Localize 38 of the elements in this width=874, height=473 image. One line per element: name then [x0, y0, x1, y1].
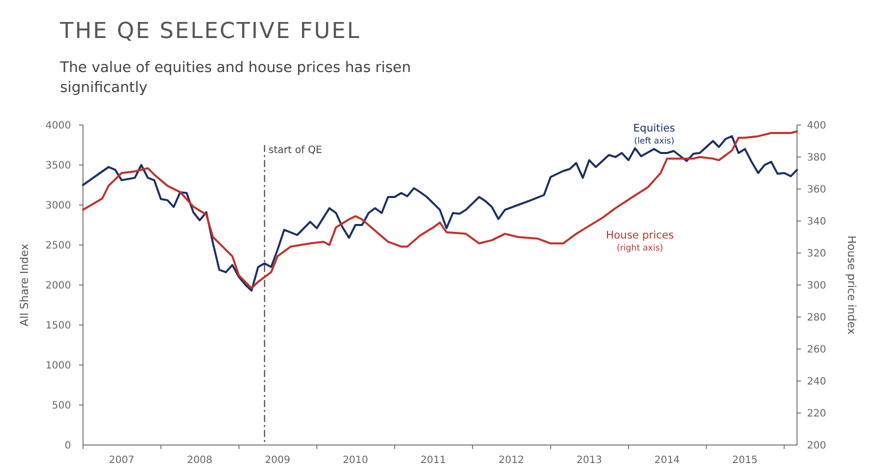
- chart-subtitle: The value of equities and house prices has risen significantly: [59, 60, 411, 96]
- y-tick-label: 0: [64, 440, 71, 452]
- y2-axis-title: House price index: [845, 236, 858, 335]
- y2-tick-label: 360: [807, 184, 826, 196]
- y-tick-label: 3500: [46, 160, 71, 172]
- y-tick-label: 2000: [46, 280, 71, 292]
- y-axis-title: All Share Index: [18, 243, 31, 326]
- y2-tick-label: 300: [807, 280, 826, 292]
- y2-tick-label: 240: [807, 376, 826, 388]
- y2-tick-label: 400: [807, 120, 826, 132]
- x-tick-label: 2012: [498, 455, 524, 466]
- x-tick-label: 2008: [186, 455, 212, 466]
- annotation: (right axis): [616, 244, 664, 254]
- y-tick-label: 1000: [46, 360, 71, 372]
- annotation: (left axis): [634, 136, 674, 146]
- x-tick-label: 2011: [420, 455, 446, 466]
- x-tick-label: 2013: [576, 455, 602, 466]
- y2-tick-label: 280: [807, 312, 826, 324]
- y-tick-label: 1500: [46, 320, 71, 332]
- y2-tick-label: 340: [807, 216, 826, 228]
- y2-tick-label: 220: [807, 408, 826, 420]
- series-label: Equities: [633, 122, 676, 134]
- y-tick-label: 3000: [46, 200, 71, 212]
- y-tick-label: 4000: [46, 120, 71, 132]
- ref-line-label: start of QE: [268, 145, 322, 156]
- x-tick-label: 2015: [732, 455, 758, 466]
- y2-tick-label: 260: [807, 344, 826, 356]
- x-tick-label: 2007: [108, 455, 134, 466]
- y2-tick-label: 320: [807, 248, 826, 260]
- x-tick-label: 2009: [264, 455, 290, 466]
- y-tick-label: 500: [52, 400, 71, 412]
- y-tick-label: 2500: [46, 240, 71, 252]
- x-tick-label: 2010: [342, 455, 368, 466]
- series-label: House prices: [606, 230, 674, 242]
- y2-tick-label: 380: [807, 152, 826, 164]
- x-tick-label: 2014: [654, 455, 680, 466]
- y2-tick-label: 200: [807, 440, 826, 452]
- chart-title: THE QE SELECTIVE FUEL: [59, 19, 361, 44]
